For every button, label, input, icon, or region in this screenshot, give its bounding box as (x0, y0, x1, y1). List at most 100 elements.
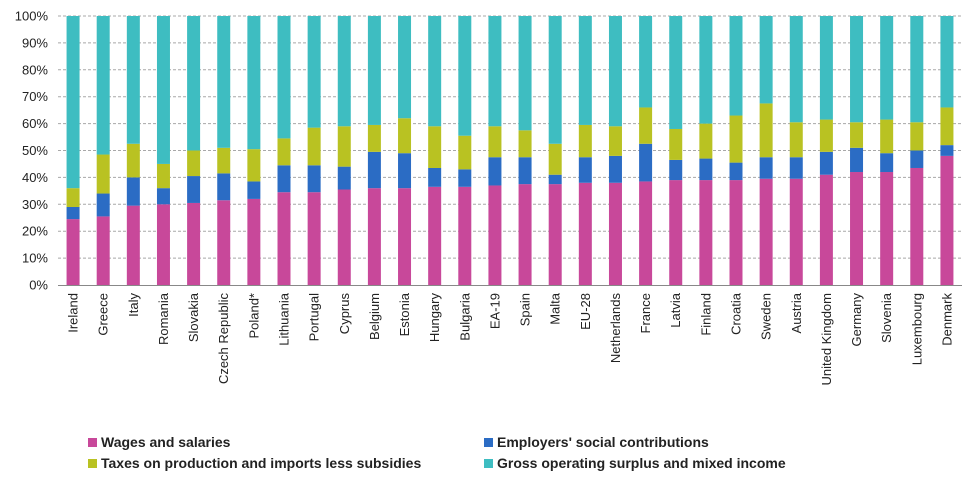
bar-segment-2 (187, 176, 201, 203)
x-tick-label: Malta (548, 292, 563, 325)
bar-segment-4 (639, 16, 653, 108)
bar-segment-1 (759, 178, 773, 285)
bar-segment-4 (729, 16, 743, 116)
bar-segment-1 (940, 155, 954, 285)
bar-segment-3 (910, 122, 924, 151)
bar-segment-2 (217, 173, 231, 201)
bar-segment-4 (428, 16, 442, 127)
y-tick-label: 70% (22, 89, 48, 104)
bar-segment-3 (217, 147, 231, 174)
x-tick-label: Austria (789, 292, 804, 333)
x-tick-label: United Kingdom (819, 293, 834, 386)
bar-segment-1 (307, 192, 321, 285)
bar-segment-4 (187, 16, 201, 151)
x-tick-label: Slovakia (186, 292, 201, 342)
y-tick-label: 50% (22, 143, 48, 158)
bar-segment-2 (518, 157, 532, 185)
bar-segment-2 (850, 147, 864, 173)
x-tick-label: Denmark (939, 293, 954, 346)
bar-segment-4 (548, 16, 562, 144)
bar-segment-3 (187, 150, 201, 177)
y-tick-label: 30% (22, 197, 48, 212)
bar-segment-3 (66, 188, 80, 207)
bar-segment-1 (729, 180, 743, 285)
bar-segment-1 (518, 184, 532, 285)
bar-segment-1 (398, 188, 412, 285)
y-tick-label: 60% (22, 116, 48, 131)
bar-segment-3 (247, 149, 261, 182)
x-tick-label: Greece (96, 293, 111, 336)
bar-segment-4 (910, 16, 924, 123)
x-tick-label: Sweden (759, 293, 774, 340)
x-tick-label: Germany (849, 293, 864, 347)
bar-segment-1 (548, 184, 562, 285)
bar-segment-2 (699, 158, 713, 181)
bar-segment-3 (307, 127, 321, 166)
bar-segment-2 (910, 150, 924, 168)
bar-segment-4 (96, 16, 110, 155)
bar-segment-1 (277, 192, 291, 285)
bar-segment-1 (488, 185, 502, 285)
x-tick-label: Luxembourg (909, 293, 924, 365)
bar-segment-1 (578, 182, 592, 285)
x-tick-label: Portugal (307, 293, 322, 342)
bar-segment-3 (940, 107, 954, 146)
bar-segment-1 (187, 202, 201, 285)
bar-segment-4 (247, 16, 261, 150)
bar-segment-3 (850, 122, 864, 148)
bar-segment-3 (367, 124, 381, 152)
bar-segment-2 (458, 169, 472, 187)
bar-segment-2 (729, 162, 743, 181)
bar-segment-2 (639, 143, 653, 182)
x-tick-label: Croatia (729, 292, 744, 335)
bar-segment-2 (337, 166, 351, 190)
legend-swatch-employers-contributions (484, 437, 493, 447)
bar-segment-3 (548, 143, 562, 175)
bar-segment-2 (669, 159, 683, 181)
x-tick-label: Cyprus (337, 293, 352, 335)
bar-segment-3 (578, 124, 592, 158)
bar-segment-1 (639, 181, 653, 285)
bar-segment-2 (156, 188, 170, 205)
bar-segment-3 (337, 126, 351, 167)
legend-label-employers-contributions: Employers' social contributions (497, 434, 709, 450)
x-tick-label: Slovenia (879, 292, 894, 343)
bar-segment-1 (156, 204, 170, 285)
bar-segment-3 (608, 126, 622, 156)
bar-segment-1 (699, 180, 713, 285)
x-tick-label: EU-28 (578, 293, 593, 330)
y-tick-label: 20% (22, 224, 48, 239)
bar-segment-3 (880, 119, 894, 154)
bar-segment-2 (66, 206, 80, 220)
bar-segment-4 (880, 16, 894, 120)
bar-segment-3 (277, 138, 291, 166)
bar-segment-4 (940, 16, 954, 108)
bar-segment-3 (699, 123, 713, 159)
bar-segment-1 (910, 167, 924, 285)
bar-segment-4 (699, 16, 713, 124)
legend-swatch-wages (88, 437, 97, 447)
x-tick-label: Hungary (427, 293, 442, 343)
x-tick-label: Netherlands (608, 293, 623, 364)
bar-segment-4 (307, 16, 321, 128)
bar-segment-4 (458, 16, 472, 136)
legend-item-gross-surplus: Gross operating surplus and mixed income (484, 455, 786, 471)
bar-segment-3 (398, 118, 412, 154)
legend-item-employers-contributions: Employers' social contributions (484, 434, 709, 450)
bar-segment-2 (488, 157, 502, 186)
bar-segment-4 (277, 16, 291, 139)
y-axis-ticks: 0% 10% 20% 30% 40% 50% 60% 70% 80% 90% 100% (15, 9, 49, 293)
legend-item-taxes: Taxes on production and imports less sub… (88, 455, 421, 471)
bar-segment-4 (156, 16, 170, 164)
bar-segment-2 (96, 193, 110, 217)
x-tick-label: Bulgaria (457, 292, 472, 340)
x-tick-label: France (638, 293, 653, 333)
bars (66, 16, 954, 285)
x-tick-label: Latvia (668, 292, 683, 327)
x-tick-label: Czech Republic (216, 293, 231, 385)
x-tick-label: Ireland (66, 293, 81, 333)
bar-segment-2 (307, 165, 321, 193)
y-tick-label: 90% (22, 35, 48, 50)
